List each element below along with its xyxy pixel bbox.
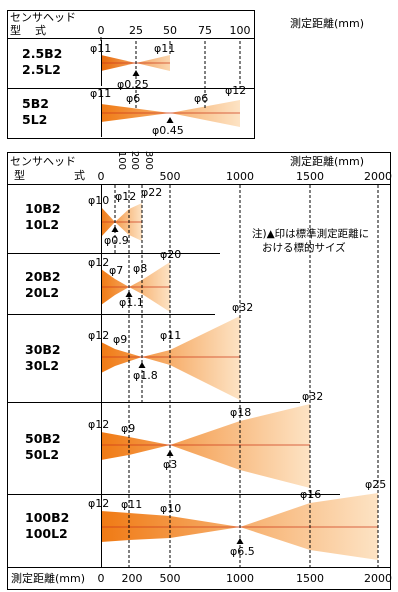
bottom-tick-500: 500: [160, 170, 181, 183]
label-100-a: φ11: [121, 498, 142, 511]
label-100-b: φ10: [160, 502, 181, 515]
bottom-model-50L2: 50L2: [25, 447, 59, 462]
bottom-model-30B2: 30B2: [25, 342, 61, 357]
label-30-b: φ11: [160, 329, 181, 342]
label-5-b: φ6: [194, 92, 208, 105]
beam-10: [101, 203, 142, 241]
label-50-spot: φ3: [163, 458, 177, 471]
label-20-end: φ20: [160, 248, 181, 261]
label-100-spot: φ6.5: [230, 545, 255, 558]
bottom-tick-100: 100: [116, 151, 127, 170]
footer-tick-1000: 1000: [226, 572, 254, 585]
bottom-model-100L2: 100L2: [25, 526, 68, 541]
label-50-a: φ9: [121, 422, 135, 435]
label-2.5-end: φ11: [154, 42, 175, 55]
label-2.5-start: φ11: [90, 42, 111, 55]
top-tick-0: 0: [98, 24, 105, 37]
bottom-header-model-1: センサヘッド: [10, 155, 76, 168]
bottom-tick-1000: 1000: [226, 170, 254, 183]
bottom-header-model-3: 式: [74, 169, 85, 182]
label-10-a: φ12: [115, 190, 136, 203]
footer-tick-0: 0: [98, 572, 105, 585]
bottom-header-distance: 測定距離(mm): [290, 154, 364, 168]
bottom-tick-200: 200: [129, 151, 140, 170]
label-50-end: φ32: [302, 390, 323, 403]
bottom-model-20B2: 20B2: [25, 269, 61, 284]
label-10-start: φ10: [88, 194, 109, 207]
beam-50: [101, 404, 310, 488]
label-20-b: φ8: [133, 262, 147, 275]
label-5-a: φ6: [126, 92, 140, 105]
bottom-header-model-2: 型: [14, 168, 25, 182]
label-20-a: φ7: [109, 264, 123, 277]
bottom-model-30L2: 30L2: [25, 358, 59, 373]
beam-2.5: [101, 40, 241, 88]
bottom-tick-1500: 1500: [296, 170, 324, 183]
footer-tick-500: 500: [160, 572, 181, 585]
footer-tick-1500: 1500: [296, 572, 324, 585]
top-tick-75: 75: [198, 24, 212, 37]
bottom-model-20L2: 20L2: [25, 285, 59, 300]
footer-distance-label: 測定距離(mm): [11, 571, 85, 585]
label-5-end: φ12: [225, 84, 246, 97]
footer-tick-200: 200: [122, 572, 143, 585]
beam-5: [101, 90, 240, 137]
label-100-c: φ16: [300, 488, 321, 501]
label-100-end: φ25: [365, 478, 386, 491]
label-5-spot: φ0.45: [152, 124, 184, 137]
top-header-model-2: 型式: [10, 23, 60, 37]
top-model-2.5L2: 2.5L2: [22, 62, 61, 77]
note-line-1: 注)▲印は標準測定距離に: [252, 227, 369, 240]
label-10-end: φ22: [141, 186, 162, 199]
label-50-start: φ12: [88, 418, 109, 431]
bottom-model-10L2: 10L2: [25, 217, 59, 232]
bottom-model-50B2: 50B2: [25, 431, 61, 446]
label-30-a: φ9: [113, 333, 127, 346]
label-20-spot: φ1.1: [119, 296, 144, 309]
bottom-tick-0: 0: [98, 170, 105, 183]
bottom-model-100B2: 100B2: [25, 510, 69, 525]
beam-20: [101, 262, 170, 312]
label-30-spot: φ1.8: [133, 369, 158, 382]
label-100-start: φ12: [88, 497, 109, 510]
footer-tick-2000: 2000: [364, 572, 392, 585]
top-table-frame: [7, 10, 255, 139]
bottom-tick-2000: 2000: [364, 170, 392, 183]
top-tick-100: 100: [230, 24, 251, 37]
bottom-table-frame: [7, 152, 391, 590]
top-model-5L2: 5L2: [22, 112, 47, 127]
label-30-end: φ32: [232, 301, 253, 314]
label-5-start: φ11: [90, 87, 111, 100]
top-model-5B2: 5B2: [22, 96, 49, 111]
bottom-model-10B2: 10B2: [25, 201, 61, 216]
label-50-b: φ18: [230, 406, 251, 419]
label-2.5-spot: φ0.25: [117, 78, 149, 91]
label-20-start: φ12: [88, 256, 109, 269]
top-model-2.5B2: 2.5B2: [22, 46, 62, 61]
bottom-tick-300: 300: [143, 151, 154, 170]
label-30-start: φ12: [88, 329, 109, 342]
bottom-guides: [101, 185, 379, 567]
top-header-distance: 測定距離(mm): [290, 16, 364, 30]
label-10-spot: φ0.9: [104, 234, 129, 247]
note-line-2: おける標的サイズ: [262, 241, 346, 254]
top-header-model-1: センサヘッド: [10, 11, 76, 24]
top-tick-50: 50: [163, 24, 177, 37]
top-tick-25: 25: [129, 24, 143, 37]
